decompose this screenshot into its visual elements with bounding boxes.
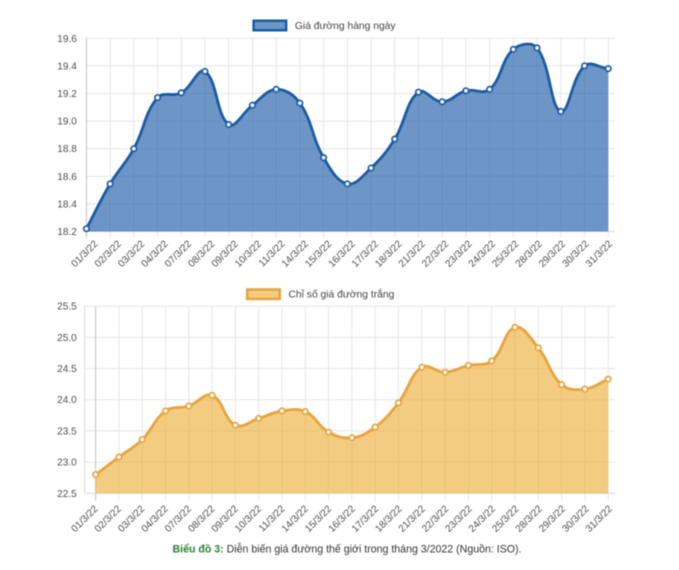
svg-text:25.5: 25.5 xyxy=(57,302,77,313)
svg-text:23.5: 23.5 xyxy=(57,426,77,437)
svg-text:18.8: 18.8 xyxy=(57,144,77,155)
svg-text:19.0: 19.0 xyxy=(57,117,77,128)
svg-text:19.6: 19.6 xyxy=(57,34,77,45)
svg-text:24.5: 24.5 xyxy=(57,364,77,375)
svg-text:Giá đường hàng ngày: Giá đường hàng ngày xyxy=(295,21,397,32)
svg-text:22.5: 22.5 xyxy=(57,489,77,500)
svg-text:25.0: 25.0 xyxy=(57,333,77,344)
svg-text:18.6: 18.6 xyxy=(57,172,77,183)
svg-text:18.4: 18.4 xyxy=(57,199,77,210)
svg-text:18.2: 18.2 xyxy=(57,227,77,238)
svg-text:24.0: 24.0 xyxy=(57,395,77,406)
svg-text:Chỉ số giá đường trắng: Chỉ số giá đường trắng xyxy=(289,288,395,301)
svg-text:Biểu đồ 3: Diễn biến giá đường: Biểu đồ 3: Diễn biến giá đường thế giới … xyxy=(172,543,521,556)
svg-text:23.0: 23.0 xyxy=(57,458,77,469)
svg-text:19.4: 19.4 xyxy=(57,61,77,72)
svg-text:19.2: 19.2 xyxy=(57,89,77,100)
